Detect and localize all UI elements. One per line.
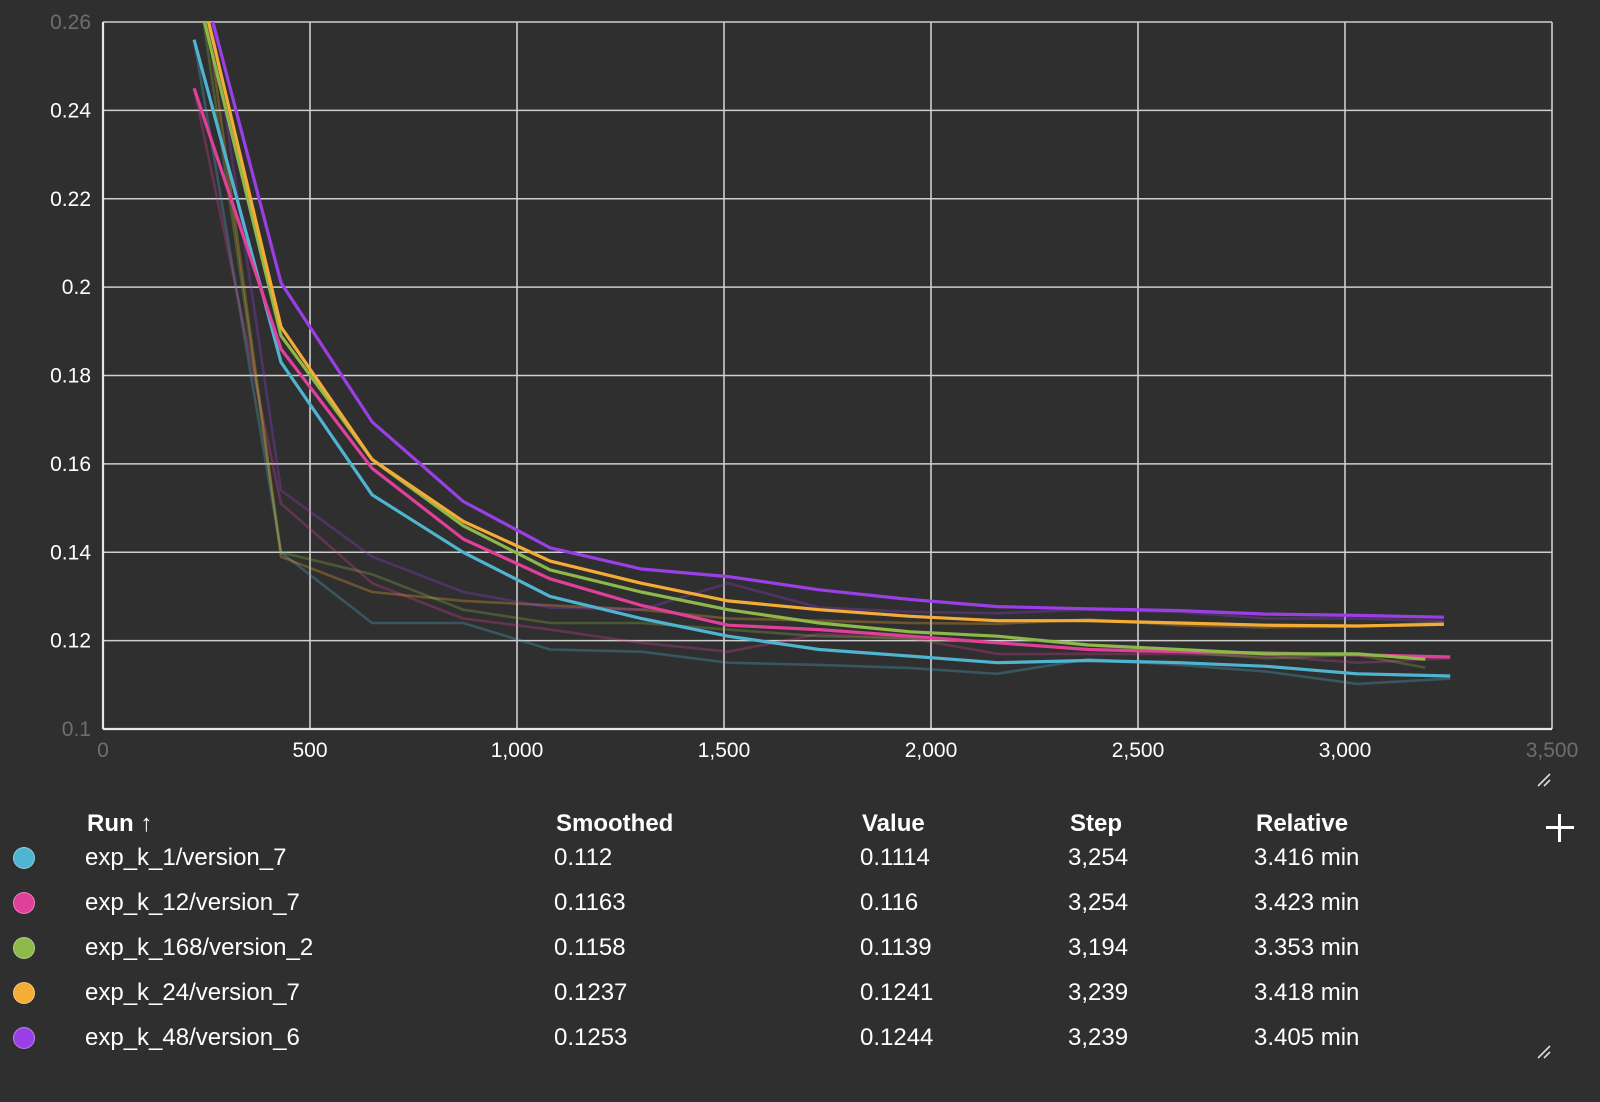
smoothed-series-line	[206, 22, 1444, 628]
raw-series-line	[210, 22, 1444, 623]
raw-series-line	[192, 39, 1451, 686]
raw-value: 0.1114	[860, 844, 930, 871]
step-value: 3,254	[1068, 844, 1129, 871]
smoothed-value: 0.1158	[554, 934, 626, 961]
smoothed-value: 0.1253	[554, 1024, 628, 1051]
x-tick-label: 2,000	[905, 739, 958, 762]
y-tick-label: 0.12	[50, 630, 91, 653]
step-value: 3,239	[1068, 1024, 1129, 1051]
chart-tick-labels: 0 500 1,000 1,500 2,000 2,500 3,000 3,500 0.1 0.1…	[50, 11, 1578, 762]
smoothed-value: 0.1237	[554, 979, 628, 1006]
run-name: exp_k_1/version_7	[85, 844, 287, 871]
add-column-button[interactable]	[1544, 812, 1576, 844]
y-tick-label: 0.26	[50, 11, 91, 34]
table-resize-handle-icon[interactable]	[1536, 1044, 1552, 1060]
chart-resize-handle-icon[interactable]	[1536, 772, 1552, 788]
run-name: exp_k_48/version_6	[85, 1024, 300, 1051]
run-name: exp_k_24/version_7	[85, 979, 300, 1006]
x-tick-label: 2,500	[1112, 739, 1165, 762]
y-tick-label: 0.22	[50, 188, 91, 211]
run-color-swatch[interactable]	[13, 847, 35, 869]
relative-time: 3.418 min	[1254, 979, 1360, 1006]
y-tick-label: 0.2	[62, 276, 91, 299]
step-value: 3,194	[1068, 934, 1129, 961]
smoothed-series-line	[192, 87, 1451, 659]
raw-series-line	[192, 88, 1451, 665]
raw-value: 0.1139	[860, 934, 932, 961]
column-header-smoothed[interactable]: Smoothed	[556, 810, 674, 837]
x-tick-label: 500	[292, 739, 327, 762]
raw-value: 0.1244	[860, 1024, 934, 1051]
run-color-swatch[interactable]	[13, 1027, 35, 1049]
table-row[interactable]: exp_k_48/version_6 0.1253 0.1244 3,239 3…	[0, 1016, 1600, 1062]
relative-time: 3.353 min	[1254, 934, 1360, 961]
smoothed-value: 0.1163	[554, 889, 626, 916]
x-tick-label: 3,000	[1319, 739, 1372, 762]
x-tick-label: 0	[97, 739, 109, 762]
x-tick-label: 3,500	[1526, 739, 1579, 762]
smoothed-value: 0.112	[554, 844, 613, 871]
raw-series-line	[206, 22, 1444, 629]
chart-grid	[103, 21, 1553, 729]
y-tick-label: 0.16	[50, 453, 91, 476]
column-header-step[interactable]: Step	[1070, 810, 1123, 837]
y-tick-label: 0.18	[50, 365, 91, 388]
step-value: 3,239	[1068, 979, 1129, 1006]
column-header-relative[interactable]: Relative	[1256, 810, 1349, 837]
smoothed-series-line	[211, 22, 1444, 619]
raw-series-line	[202, 22, 1426, 669]
table-row[interactable]: exp_k_24/version_7 0.1237 0.1241 3,239 3…	[0, 971, 1600, 1017]
y-tick-label: 0.1	[62, 718, 91, 741]
raw-series-layer	[192, 22, 1451, 686]
smoothed-series-line	[192, 39, 1451, 678]
run-color-swatch[interactable]	[13, 982, 35, 1004]
relative-time: 3.423 min	[1254, 889, 1360, 916]
table-row[interactable]: exp_k_1/version_7 0.112 0.1114 3,254 3.4…	[0, 836, 1600, 882]
relative-time: 3.416 min	[1254, 844, 1360, 871]
raw-value: 0.116	[860, 889, 919, 916]
run-name: exp_k_168/version_2	[85, 934, 314, 961]
chart-axes	[101, 22, 1552, 731]
run-color-swatch[interactable]	[13, 892, 35, 914]
y-tick-label: 0.14	[50, 541, 91, 564]
x-tick-label: 1,500	[698, 739, 751, 762]
y-tick-label: 0.24	[50, 99, 91, 122]
table-row[interactable]: exp_k_168/version_2 0.1158 0.1139 3,194 …	[0, 926, 1600, 972]
x-tick-label: 1,000	[491, 739, 544, 762]
chart[interactable]: 0 500 1,000 1,500 2,000 2,500 3,000 3,500 0.1 0.1…	[0, 0, 1600, 780]
raw-value: 0.1241	[860, 979, 934, 1006]
column-header-value[interactable]: Value	[862, 810, 925, 837]
smoothed-series-layer	[192, 22, 1451, 678]
column-header-run[interactable]: Run ↑	[87, 810, 153, 837]
step-value: 3,254	[1068, 889, 1129, 916]
run-color-swatch[interactable]	[13, 937, 35, 959]
relative-time: 3.405 min	[1254, 1024, 1360, 1051]
run-name: exp_k_12/version_7	[85, 889, 300, 916]
table-row[interactable]: exp_k_12/version_7 0.1163 0.116 3,254 3.…	[0, 881, 1600, 927]
